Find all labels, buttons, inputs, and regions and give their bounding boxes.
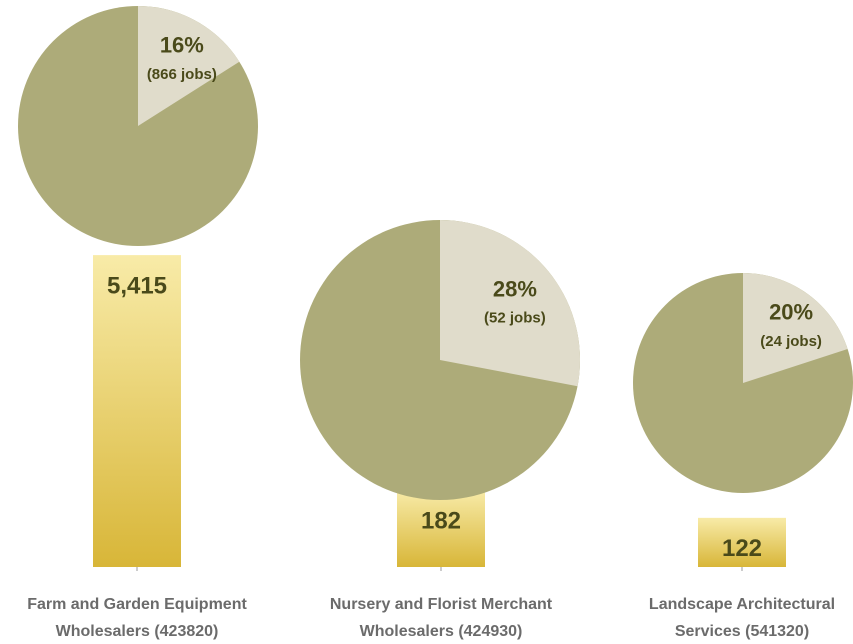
bar xyxy=(397,490,485,567)
bar-value-label: 5,415 xyxy=(107,272,167,299)
pie-percent-label: 28% xyxy=(493,276,537,301)
bar-value-label: 182 xyxy=(421,507,461,534)
pie-slice xyxy=(743,273,848,383)
bar-value-label: 122 xyxy=(722,535,762,562)
category-label: Landscape Architectural xyxy=(649,596,835,613)
pie-jobs-label: (866 jobs) xyxy=(147,66,217,83)
pie-jobs-label: (52 jobs) xyxy=(484,310,546,327)
category-label: Nursery and Florist Merchant xyxy=(330,596,553,613)
pie-jobs-label: (24 jobs) xyxy=(760,333,822,350)
pie-percent-label: 20% xyxy=(769,300,813,325)
pie-percent-label: 16% xyxy=(160,33,204,58)
category-label: Services (541320) xyxy=(675,623,809,640)
category-label: Farm and Garden Equipment xyxy=(27,596,247,613)
pie-slice xyxy=(440,220,580,387)
category-label: Wholesalers (424930) xyxy=(360,623,523,640)
category-label: Wholesalers (423820) xyxy=(56,623,219,640)
bar xyxy=(93,255,181,567)
pie-slice xyxy=(138,6,240,126)
bar xyxy=(698,517,786,567)
